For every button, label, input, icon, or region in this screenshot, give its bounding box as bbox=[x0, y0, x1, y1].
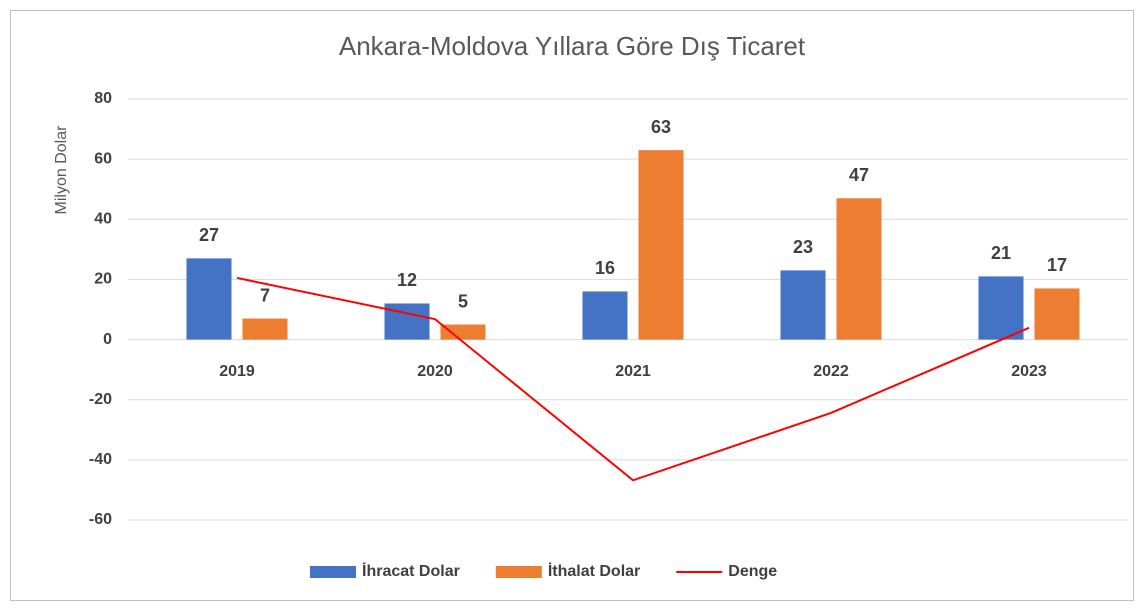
line bbox=[236, 276, 1030, 482]
x-tick-label: 2021 bbox=[615, 363, 651, 380]
y-tick-label: 20 bbox=[94, 271, 112, 288]
bar bbox=[836, 198, 882, 340]
y-tick-label: 40 bbox=[94, 211, 112, 228]
legend-label: İthalat Dolar bbox=[548, 562, 640, 580]
data-label: 63 bbox=[651, 117, 671, 137]
y-tick-label: 80 bbox=[94, 90, 112, 107]
data-label: 5 bbox=[458, 291, 468, 311]
legend-swatch bbox=[310, 566, 356, 578]
data-label: 27 bbox=[199, 225, 219, 245]
legend-label: İhracat Dolar bbox=[362, 562, 460, 580]
bar bbox=[582, 291, 628, 340]
data-label: 23 bbox=[793, 237, 813, 257]
bar bbox=[440, 324, 486, 340]
bar bbox=[384, 303, 430, 340]
y-tick-label: 60 bbox=[94, 150, 112, 167]
bar bbox=[780, 270, 826, 340]
chart-title: Ankara-Moldova Yıllara Göre Dış Ticaret bbox=[339, 31, 806, 61]
data-label: 7 bbox=[260, 285, 270, 305]
data-label: 21 bbox=[991, 243, 1011, 263]
y-tick-label: -20 bbox=[89, 391, 112, 408]
x-tick-label: 2019 bbox=[219, 363, 255, 380]
legend-label: Denge bbox=[728, 563, 777, 580]
data-label: 17 bbox=[1047, 255, 1067, 275]
y-tick-label: -40 bbox=[89, 451, 112, 468]
legend-swatch bbox=[495, 566, 542, 578]
y-tick-label: 0 bbox=[103, 331, 112, 348]
y-tick-label: -60 bbox=[89, 511, 112, 528]
bar bbox=[1034, 288, 1080, 340]
bar bbox=[978, 276, 1024, 340]
bar bbox=[186, 258, 232, 340]
y-axis-label: Milyon Dolar bbox=[53, 125, 70, 215]
x-tick-label: 2023 bbox=[1011, 363, 1047, 380]
data-label: 16 bbox=[595, 258, 615, 278]
bar bbox=[638, 150, 684, 340]
data-label: 47 bbox=[849, 165, 869, 185]
x-tick-label: 2022 bbox=[813, 363, 849, 380]
x-tick-label: 2020 bbox=[417, 363, 453, 380]
data-label: 12 bbox=[397, 270, 417, 290]
bar bbox=[242, 318, 288, 340]
